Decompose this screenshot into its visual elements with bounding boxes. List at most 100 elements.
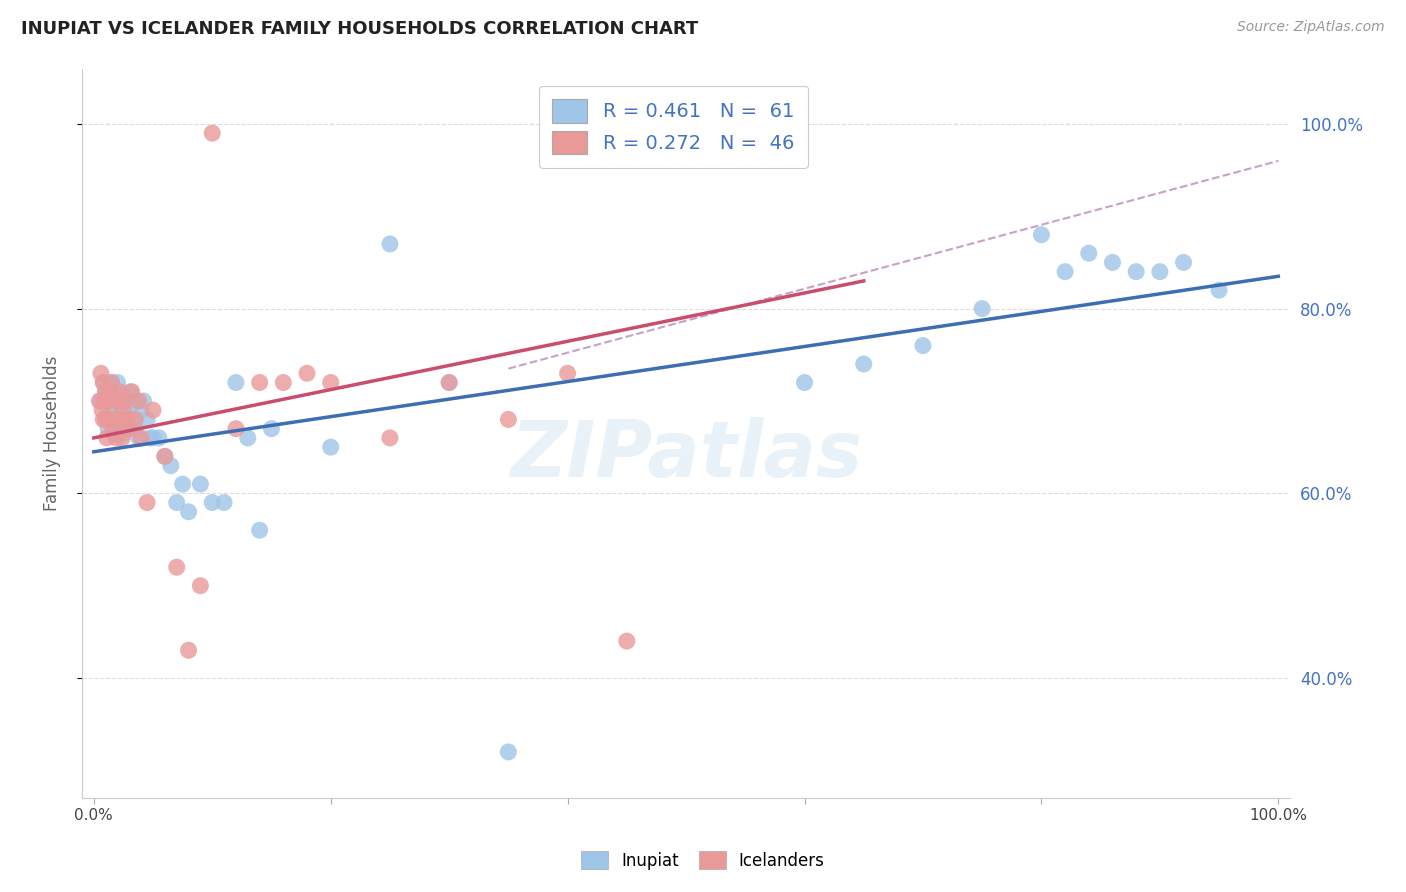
Point <box>437 376 460 390</box>
Point <box>96 431 118 445</box>
Point <box>105 384 128 399</box>
Point <box>89 394 111 409</box>
Point <box>103 426 125 441</box>
Point <box>225 376 247 390</box>
Point <box>118 403 141 417</box>
Point <box>111 394 134 409</box>
Point <box>108 422 131 436</box>
Point <box>107 394 129 409</box>
Point <box>132 394 155 409</box>
Point <box>105 431 128 445</box>
Point <box>89 394 111 409</box>
Point <box>103 412 125 426</box>
Point <box>94 384 117 399</box>
Point <box>94 384 117 399</box>
Point <box>100 376 122 390</box>
Point <box>107 376 129 390</box>
Point <box>1173 255 1195 269</box>
Point <box>236 431 259 445</box>
Point <box>1208 283 1230 297</box>
Point <box>129 431 152 445</box>
Point <box>295 366 318 380</box>
Point <box>190 579 212 593</box>
Point <box>616 634 638 648</box>
Point <box>94 412 117 426</box>
Point <box>177 643 200 657</box>
Point <box>104 394 127 409</box>
Point <box>121 384 143 399</box>
Point <box>110 403 132 417</box>
Text: INUPIAT VS ICELANDER FAMILY HOUSEHOLDS CORRELATION CHART: INUPIAT VS ICELANDER FAMILY HOUSEHOLDS C… <box>21 20 699 37</box>
Point <box>319 376 342 390</box>
Y-axis label: Family Households: Family Households <box>44 356 60 511</box>
Point <box>972 301 994 316</box>
Point <box>177 505 200 519</box>
Point <box>437 376 460 390</box>
Point <box>1149 265 1171 279</box>
Point <box>128 431 150 445</box>
Legend: Inupiat, Icelanders: Inupiat, Icelanders <box>575 845 831 877</box>
Point <box>98 403 121 417</box>
Point <box>100 412 122 426</box>
Point <box>136 412 159 426</box>
Point <box>378 237 401 252</box>
Point <box>90 366 112 380</box>
Point <box>121 412 143 426</box>
Point <box>1054 265 1077 279</box>
Point <box>225 422 247 436</box>
Point <box>1077 246 1099 260</box>
Point <box>793 376 815 390</box>
Text: Source: ZipAtlas.com: Source: ZipAtlas.com <box>1237 20 1385 34</box>
Point <box>498 745 520 759</box>
Point <box>129 403 152 417</box>
Point <box>100 399 122 413</box>
Point <box>114 394 136 409</box>
Point <box>114 412 136 426</box>
Point <box>91 412 114 426</box>
Point <box>91 376 114 390</box>
Point <box>107 412 129 426</box>
Point <box>148 431 170 445</box>
Point <box>1031 227 1053 242</box>
Point <box>136 495 159 509</box>
Point <box>115 412 138 426</box>
Point <box>159 458 181 473</box>
Point <box>212 495 235 509</box>
Text: ZIPatlas: ZIPatlas <box>510 417 862 493</box>
Point <box>153 450 176 464</box>
Point <box>125 394 148 409</box>
Point <box>98 384 121 399</box>
Point <box>142 403 165 417</box>
Point <box>114 394 136 409</box>
Point <box>153 450 176 464</box>
Point <box>128 394 150 409</box>
Point <box>378 431 401 445</box>
Point <box>201 495 224 509</box>
Point <box>112 403 135 417</box>
Point <box>108 384 131 399</box>
Point <box>118 422 141 436</box>
Point <box>1125 265 1147 279</box>
Point <box>97 422 120 436</box>
Point <box>1101 255 1123 269</box>
Point <box>911 338 934 352</box>
Point <box>260 422 283 436</box>
Point <box>273 376 295 390</box>
Point <box>101 422 124 436</box>
Point <box>557 366 579 380</box>
Point <box>201 126 224 140</box>
Point <box>93 394 115 409</box>
Point <box>319 440 342 454</box>
Point <box>120 384 142 399</box>
Point <box>852 357 875 371</box>
Point <box>115 422 138 436</box>
Point <box>104 394 127 409</box>
Legend: R = 0.461   N =  61, R = 0.272   N =  46: R = 0.461 N = 61, R = 0.272 N = 46 <box>538 86 808 168</box>
Point <box>124 422 146 436</box>
Point <box>166 495 188 509</box>
Point <box>142 431 165 445</box>
Point <box>112 426 135 441</box>
Point <box>166 560 188 574</box>
Point <box>97 394 120 409</box>
Point <box>249 376 271 390</box>
